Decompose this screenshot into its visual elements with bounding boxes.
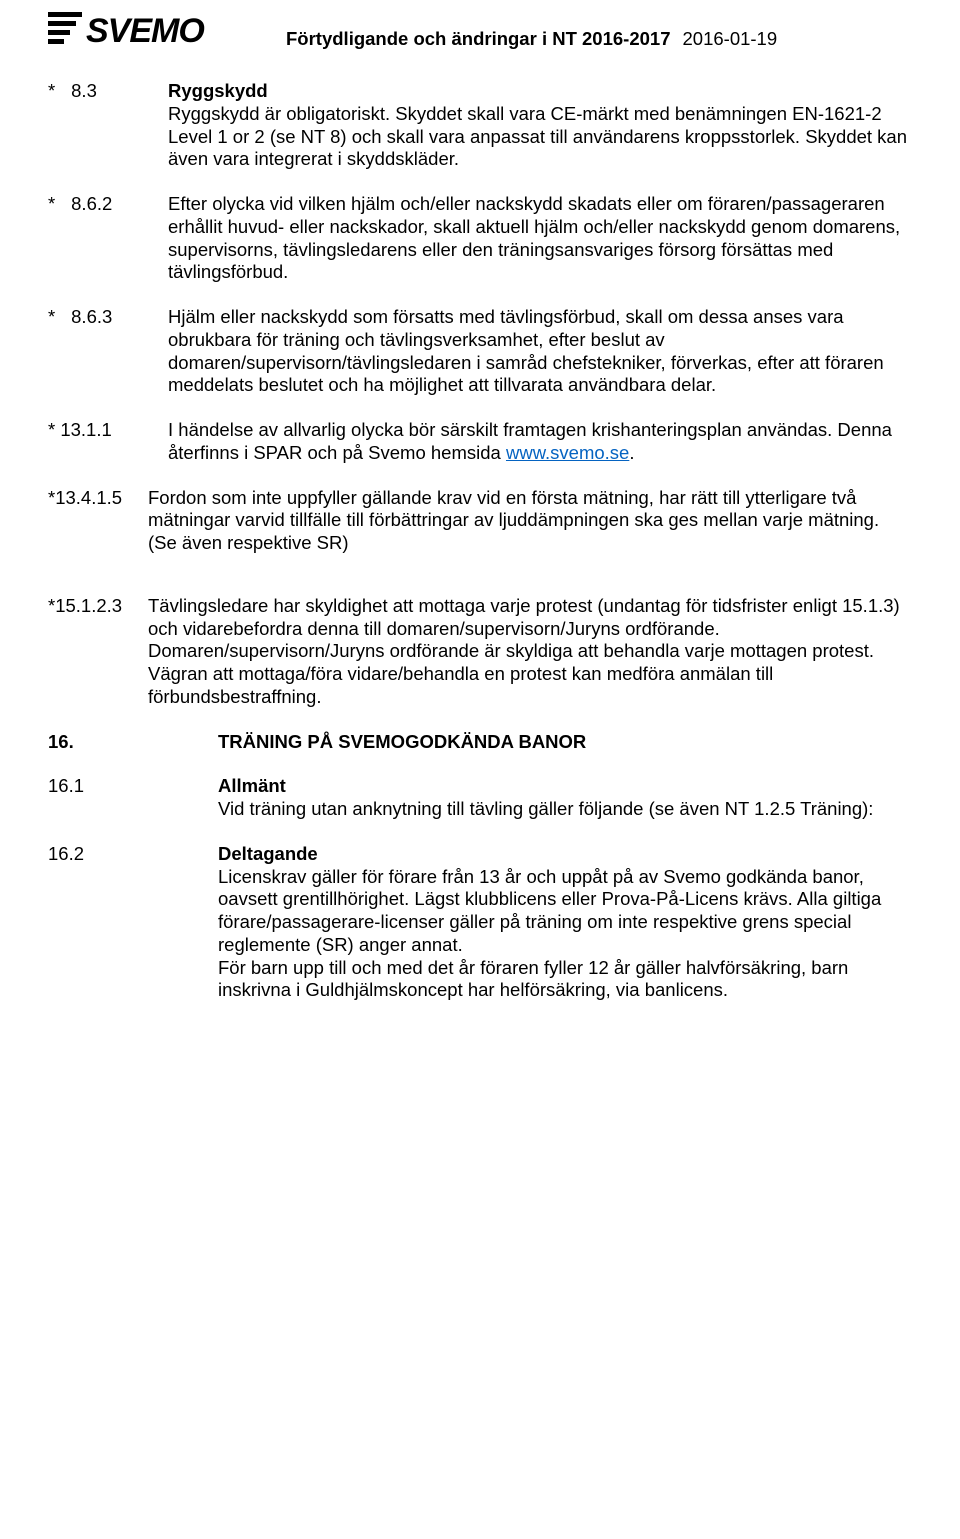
section-text: Ryggskydd är obligatoriskt. Skyddet skal… xyxy=(168,103,912,171)
section-number: *13.4.1.5 xyxy=(48,487,148,555)
section-8-3: * 8.3 Ryggskydd Ryggskydd är obligatoris… xyxy=(48,80,912,171)
section-title: Ryggskydd xyxy=(168,80,912,103)
section-title: Deltagande xyxy=(218,843,912,866)
section-body: Efter olycka vid vilken hjälm och/eller … xyxy=(168,193,912,284)
header-date: 2016-01-19 xyxy=(683,28,778,49)
section-title: TRÄNING PÅ SVEMOGODKÄNDA BANOR xyxy=(218,731,912,754)
svemo-logo: SVEMO xyxy=(48,4,258,52)
svemo-link[interactable]: www.svemo.se xyxy=(506,442,629,463)
section-number: * 8.6.3 xyxy=(48,306,168,397)
section-16-header: 16. TRÄNING PÅ SVEMOGODKÄNDA BANOR xyxy=(48,731,912,754)
section-text: Licenskrav gäller för förare från 13 år … xyxy=(218,866,912,1003)
section-body: Fordon som inte uppfyller gällande krav … xyxy=(148,487,912,555)
section-text-post: . xyxy=(629,442,634,463)
section-number: *15.1.2.3 xyxy=(48,595,148,709)
section-body: Tävlingsledare har skyldighet att mottag… xyxy=(148,595,912,709)
section-body: I händelse av allvarlig olycka bör särsk… xyxy=(168,419,912,465)
section-body: Deltagande Licenskrav gäller för förare … xyxy=(218,843,912,1002)
section-number: 16.2 xyxy=(48,843,218,1002)
section-8-6-3: * 8.6.3 Hjälm eller nackskydd som försat… xyxy=(48,306,912,397)
section-body: Hjälm eller nackskydd som försatts med t… xyxy=(168,306,912,397)
section-13-1-1: * 13.1.1 I händelse av allvarlig olycka … xyxy=(48,419,912,465)
document-page: SVEMO Förtydligande och ändringar i NT 2… xyxy=(0,0,960,1539)
section-text: Fordon som inte uppfyller gällande krav … xyxy=(148,487,912,555)
section-number: 16.1 xyxy=(48,775,218,821)
header-title: Förtydligande och ändringar i NT 2016-20… xyxy=(286,28,671,49)
section-text: Tävlingsledare har skyldighet att mottag… xyxy=(148,595,912,709)
section-number: * 8.6.2 xyxy=(48,193,168,284)
section-15-1-2-3: *15.1.2.3 Tävlingsledare har skyldighet … xyxy=(48,595,912,709)
section-16-1: 16.1 Allmänt Vid träning utan anknytning… xyxy=(48,775,912,821)
svemo-logo-svg: SVEMO xyxy=(48,4,258,52)
section-8-6-2: * 8.6.2 Efter olycka vid vilken hjälm oc… xyxy=(48,193,912,284)
section-body: Ryggskydd Ryggskydd är obligatoriskt. Sk… xyxy=(168,80,912,171)
section-16-2: 16.2 Deltagande Licenskrav gäller för fö… xyxy=(48,843,912,1002)
page-header: SVEMO Förtydligande och ändringar i NT 2… xyxy=(48,4,912,52)
header-text: Förtydligande och ändringar i NT 2016-20… xyxy=(286,4,912,50)
logo-text: SVEMO xyxy=(86,12,204,50)
section-text: Vid träning utan anknytning till tävling… xyxy=(218,798,912,821)
section-body: Allmänt Vid träning utan anknytning till… xyxy=(218,775,912,821)
section-number: * 13.1.1 xyxy=(48,419,168,465)
section-number: * 8.3 xyxy=(48,80,168,171)
section-title: Allmänt xyxy=(218,775,912,798)
section-text: Hjälm eller nackskydd som försatts med t… xyxy=(168,306,912,397)
document-body: * 8.3 Ryggskydd Ryggskydd är obligatoris… xyxy=(48,80,912,1002)
section-13-4-1-5: *13.4.1.5 Fordon som inte uppfyller gäll… xyxy=(48,487,912,555)
section-text: Efter olycka vid vilken hjälm och/eller … xyxy=(168,193,912,284)
section-number: 16. xyxy=(48,731,218,754)
section-16: 16. TRÄNING PÅ SVEMOGODKÄNDA BANOR 16.1 … xyxy=(48,731,912,1003)
